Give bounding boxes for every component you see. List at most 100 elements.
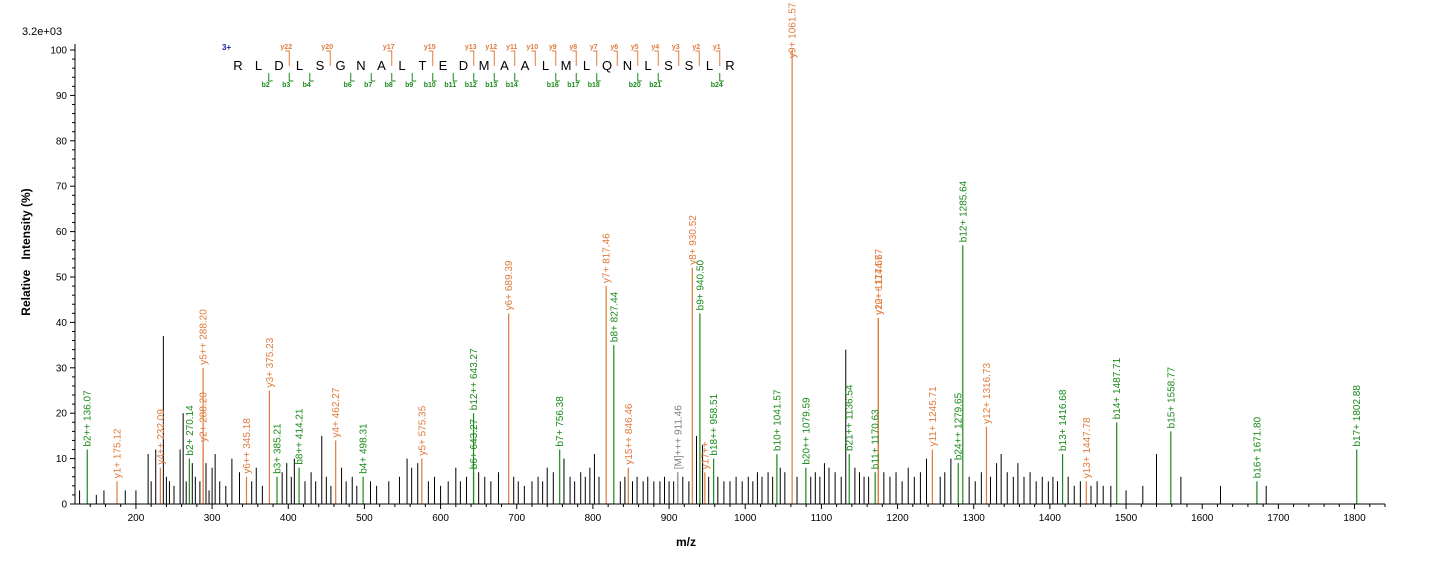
peak-label: y4+ 462.27: [331, 387, 342, 437]
b-ion-label: b13: [485, 82, 497, 89]
y-ion-bracket: [326, 50, 331, 66]
peak-label: b18++ 958.51: [709, 393, 720, 455]
y-ion-label: y7: [590, 44, 598, 51]
b-ion-label: b2: [262, 82, 270, 89]
sequence-residue: D: [459, 58, 468, 73]
peak-label: b9+ 940.50: [695, 260, 706, 311]
sequence-residue: R: [233, 58, 242, 73]
b-ion-label: b3: [282, 82, 290, 89]
peak-label: y1+ 175.12: [112, 428, 123, 478]
b-ion-bracket: [309, 73, 314, 82]
y-ion-bracket: [633, 50, 639, 66]
peak-label: [M]+++ 911.46: [673, 405, 684, 469]
peak-label: b10+ 1041.57: [772, 389, 783, 451]
y-ion-bracket: [285, 50, 290, 66]
sequence-residue: R: [725, 58, 734, 73]
b-ion-label: b24: [711, 82, 723, 89]
b-ion-label: b20: [629, 82, 641, 89]
peak-label: b24++ 1279.65: [954, 392, 965, 460]
peak-label: b13+ 1416.68: [1058, 389, 1069, 451]
peak-label: y17++: [700, 441, 711, 469]
x-tick-label: 300: [204, 513, 221, 524]
charge-label: 3+: [222, 43, 231, 52]
peak-label: y5+ 575.35: [417, 405, 428, 455]
peak-label: y15++ 846.46: [624, 403, 635, 465]
peak-label: b12++ 643.27: [469, 348, 480, 410]
b-ion-bracket: [514, 73, 519, 82]
b-ion-bracket: [411, 73, 417, 82]
sequence-residue: S: [685, 58, 694, 73]
y-ion-bracket: [387, 50, 393, 66]
peak-label: y5++ 288.20: [199, 309, 210, 365]
y-ion-label: y11: [506, 44, 517, 51]
b-ion-label: b18: [588, 82, 600, 89]
peak-label: y7+ 817.46: [602, 233, 613, 283]
x-tick-label: 800: [585, 513, 602, 524]
y-ion-bracket: [490, 50, 495, 66]
sequence-residue: A: [500, 58, 509, 73]
b-ion-bracket: [473, 73, 478, 82]
peaks-layer: [79, 50, 1358, 504]
sequence-residue: N: [623, 58, 632, 73]
b-ion-bracket: [268, 73, 273, 82]
peak-label: y6++ 345.18: [242, 418, 253, 474]
y-ion-label: y5: [631, 44, 639, 51]
peak-label: b6+ 643.27: [469, 418, 480, 469]
y-ion-label: y22: [280, 44, 292, 51]
y-ion-label: y9: [549, 44, 557, 51]
b-ion-label: b8: [385, 82, 393, 89]
b-ion-label: b9: [405, 82, 413, 89]
peak-label: b12+ 1285.64: [958, 180, 969, 242]
x-tick-label: 1600: [1191, 513, 1214, 524]
peak-label: b17+ 1802.88: [1352, 385, 1363, 447]
y-tick-label: 50: [56, 273, 68, 284]
peak-label: b3+ 385.21: [272, 423, 283, 474]
peak-label: b14+ 1487.71: [1112, 357, 1123, 419]
b-ion-label: b21: [649, 82, 661, 89]
sequence-residue: L: [542, 58, 549, 73]
y-ion-label: y12: [485, 44, 497, 51]
peak-label: b2+ 270.14: [185, 405, 196, 456]
b-ion-bracket: [391, 73, 396, 82]
y-ion-bracket: [695, 50, 700, 66]
y-ion-label: y3: [672, 44, 680, 51]
x-tick-label: 1800: [1343, 513, 1366, 524]
peak-label: b21++ 1136.54: [845, 384, 856, 451]
y-ion-bracket: [428, 50, 434, 66]
sequence-residue: D: [274, 58, 283, 73]
b-ion-bracket: [575, 73, 581, 82]
x-tick-label: 900: [661, 513, 678, 524]
sequence-residue: M: [479, 58, 490, 73]
x-tick-label: 1700: [1267, 513, 1290, 524]
peak-label: y22++ 1174.67: [874, 248, 885, 314]
b-ion-bracket: [596, 73, 601, 82]
y-axis-title: Relative Intensity (%): [19, 188, 33, 315]
y-tick-label: 90: [56, 91, 68, 102]
peak-label: b7+ 756.38: [555, 396, 566, 447]
x-tick-label: 1400: [1039, 513, 1062, 524]
peak-label: b4+ 498.31: [359, 423, 370, 474]
b-ion-bracket: [637, 73, 642, 82]
sequence-residue: M: [561, 58, 572, 73]
b-ion-bracket: [370, 73, 376, 82]
peak-label: y13+ 1447.78: [1082, 417, 1093, 478]
b-ion-bracket: [288, 73, 294, 82]
peak-label: y10+ 1174.67: [874, 254, 885, 315]
b-ion-label: b6: [344, 82, 352, 89]
sequence-residue: L: [583, 58, 590, 73]
peak-label: y2+ 288.20: [199, 392, 210, 442]
peak-label: b16+ 1671.80: [1252, 416, 1263, 478]
b-ion-bracket: [555, 73, 560, 82]
x-tick-label: 1500: [1115, 513, 1138, 524]
b-ion-bracket: [452, 73, 458, 82]
x-tick-label: 1300: [963, 513, 986, 524]
x-tick-label: 1200: [886, 513, 909, 524]
y-ion-bracket: [572, 50, 577, 66]
y-ion-bracket: [469, 50, 475, 66]
sequence-residue: L: [706, 58, 713, 73]
y-ion-label: y13: [465, 44, 477, 51]
peak-labels-layer: b2++ 136.07 y1+ 175.12 y4++ 232.09 b2+ 270.…: [83, 2, 1363, 478]
b-ion-bracket: [432, 73, 437, 82]
peak-label: b20++ 1079.59: [801, 397, 812, 465]
